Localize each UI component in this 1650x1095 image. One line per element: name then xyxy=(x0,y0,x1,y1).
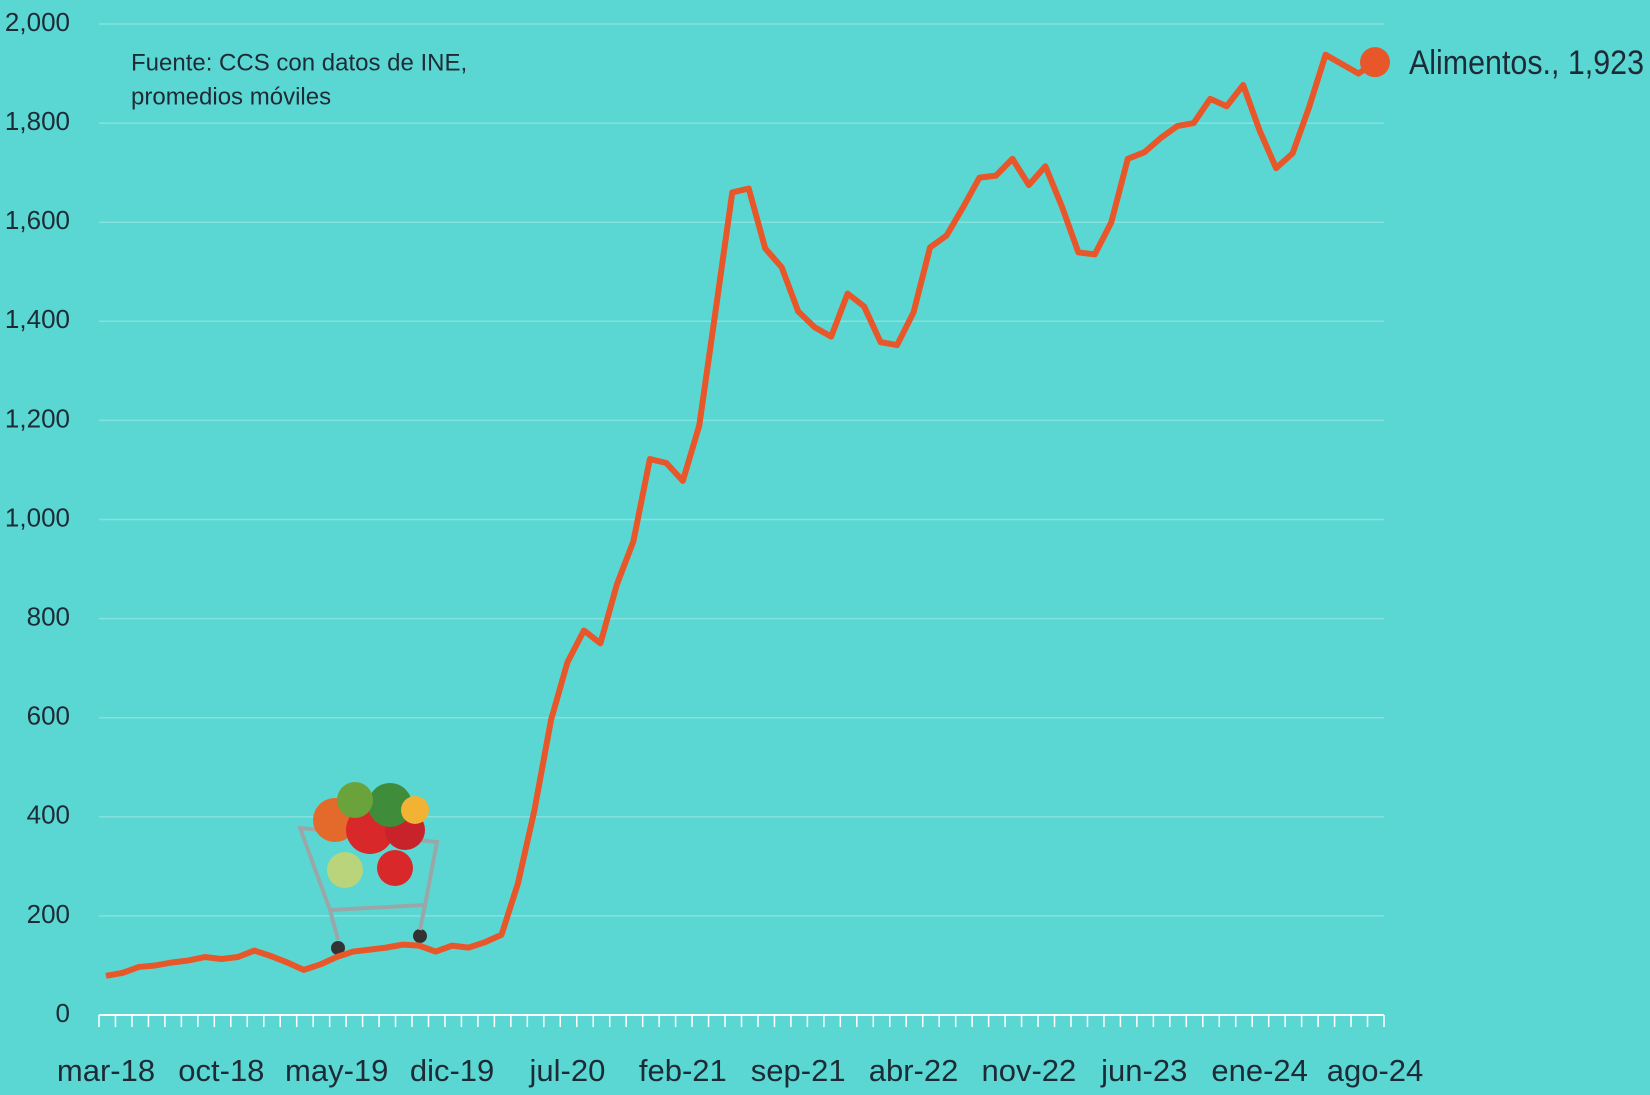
x-tick-label: ago-24 xyxy=(1327,1053,1424,1088)
y-tick-label: 400 xyxy=(27,800,70,830)
x-tick-label: sep-21 xyxy=(751,1053,846,1088)
source-note: Fuente: CCS con datos de INE, xyxy=(131,49,467,76)
x-tick-label: jul-20 xyxy=(529,1053,606,1088)
y-tick-label: 2,000 xyxy=(5,7,70,37)
x-tick-label: jun-23 xyxy=(1100,1053,1187,1088)
chart: Fuente: CCS con datos de INE, promedios … xyxy=(0,0,1650,1095)
x-tick-label: abr-22 xyxy=(869,1053,959,1088)
y-tick-label: 200 xyxy=(27,899,70,929)
y-tick-label: 1,200 xyxy=(5,403,70,433)
y-tick-label: 1,400 xyxy=(5,304,70,334)
page: Fuente: CCS con datos de INE, promedios … xyxy=(0,0,1650,1095)
x-tick-label: feb-21 xyxy=(639,1053,727,1088)
y-tick-label: 800 xyxy=(27,601,70,631)
x-tick-label: mar-18 xyxy=(57,1053,155,1088)
y-tick-label: 1,600 xyxy=(5,205,70,235)
y-tick-label: 1,000 xyxy=(5,502,70,532)
background xyxy=(0,0,1650,1095)
y-tick-label: 600 xyxy=(27,701,70,731)
end-point xyxy=(1360,47,1390,77)
source-note: promedios móviles xyxy=(131,83,331,110)
end-label: Alimentos., 1,923 xyxy=(1409,44,1644,82)
x-tick-label: nov-22 xyxy=(982,1053,1077,1088)
x-tick-label: dic-19 xyxy=(410,1053,494,1088)
y-tick-label: 1,800 xyxy=(5,106,70,136)
x-tick-label: may-19 xyxy=(285,1053,388,1088)
y-tick-label: 0 xyxy=(56,998,70,1028)
x-tick-label: ene-24 xyxy=(1211,1053,1308,1088)
x-tick-label: oct-18 xyxy=(178,1053,264,1088)
